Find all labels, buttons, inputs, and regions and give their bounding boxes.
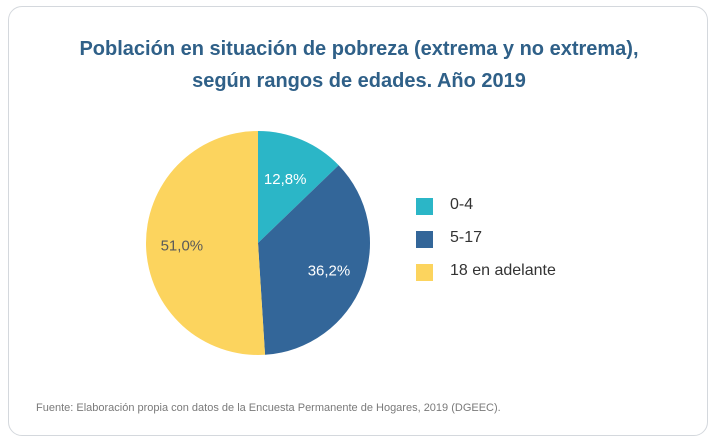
chart-title-line1: Población en situación de pobreza (extre… xyxy=(79,38,639,60)
legend-swatch xyxy=(416,231,433,248)
legend-label: 0-4 xyxy=(450,196,474,213)
legend-swatch xyxy=(416,264,433,281)
pie-value-label: 12,8% xyxy=(264,171,307,188)
legend-label: 18 en adelante xyxy=(450,262,556,279)
pie-slice-5-17 xyxy=(258,165,370,355)
pie-slice-18-en-adelante xyxy=(146,131,266,355)
legend-swatch xyxy=(416,198,433,215)
legend-label: 5-17 xyxy=(450,229,483,246)
pie-value-label: 36,2% xyxy=(308,263,351,280)
source-note: Fuente: Elaboración propia con datos de … xyxy=(36,402,501,414)
pie-slice-0-4 xyxy=(258,131,339,243)
chart-title-line2: según rangos de edades. Año 2019 xyxy=(192,70,526,92)
pie-value-label: 51,0% xyxy=(161,237,204,254)
